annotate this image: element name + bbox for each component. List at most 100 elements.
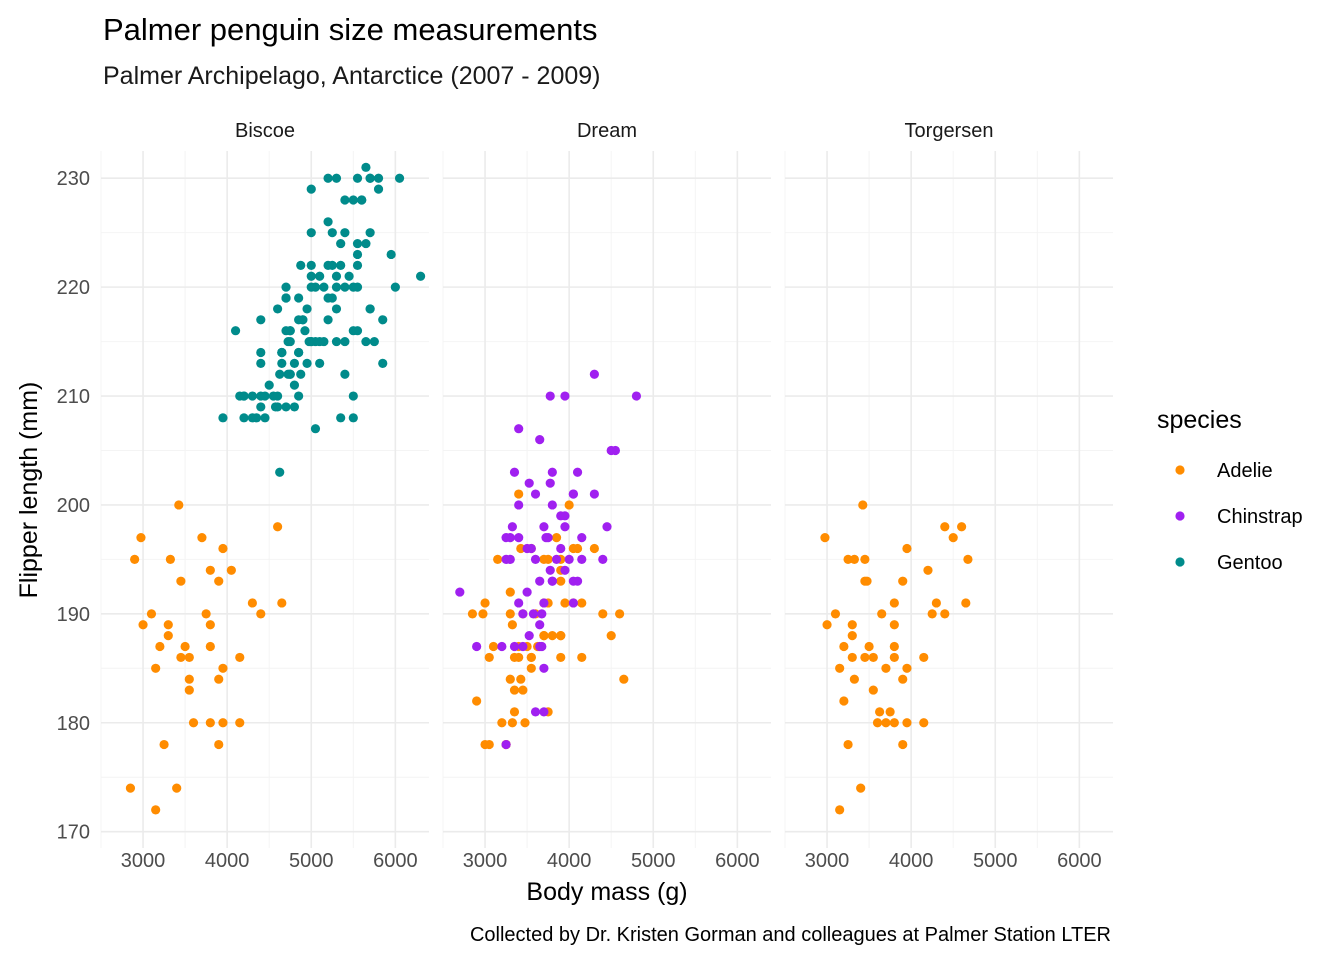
data-point bbox=[509, 707, 520, 717]
data-point bbox=[331, 336, 342, 347]
data-point bbox=[205, 718, 215, 728]
data-point bbox=[606, 445, 616, 456]
chart-caption: Collected by Dr. Kristen Gorman and coll… bbox=[470, 924, 1111, 946]
data-point bbox=[940, 609, 950, 619]
data-point bbox=[537, 641, 547, 652]
data-point bbox=[556, 631, 566, 641]
data-point bbox=[526, 652, 536, 663]
x-axis-title: Body mass (g) bbox=[526, 878, 687, 906]
data-point bbox=[902, 663, 912, 673]
data-point bbox=[352, 249, 363, 260]
data-point bbox=[564, 500, 574, 510]
data-point bbox=[537, 609, 547, 619]
x-tick-label: 6000 bbox=[1057, 850, 1102, 872]
data-point bbox=[373, 173, 384, 183]
data-point bbox=[589, 489, 599, 499]
data-point bbox=[264, 380, 274, 390]
data-point bbox=[138, 620, 148, 630]
data-point bbox=[172, 783, 182, 793]
data-point bbox=[352, 173, 363, 183]
series-chinstrap bbox=[455, 369, 642, 750]
data-point bbox=[501, 739, 511, 750]
data-point bbox=[373, 184, 384, 194]
data-point bbox=[273, 391, 283, 401]
data-point bbox=[847, 631, 857, 641]
data-point bbox=[214, 674, 224, 684]
data-point bbox=[524, 478, 534, 488]
y-tick-label: 170 bbox=[57, 822, 90, 844]
data-point bbox=[484, 652, 494, 663]
data-point bbox=[507, 718, 517, 728]
data-point bbox=[214, 739, 224, 750]
legend-title: species bbox=[1157, 406, 1242, 434]
data-point bbox=[948, 533, 958, 543]
data-point bbox=[860, 554, 870, 564]
data-point bbox=[235, 652, 245, 663]
data-point bbox=[235, 718, 245, 728]
legend-swatch bbox=[1175, 511, 1185, 521]
data-point bbox=[862, 576, 872, 586]
data-point bbox=[348, 413, 358, 423]
data-point bbox=[530, 554, 541, 564]
data-point bbox=[336, 413, 346, 423]
data-point bbox=[155, 641, 165, 652]
data-point bbox=[898, 674, 908, 684]
data-point bbox=[352, 260, 363, 270]
data-point bbox=[507, 620, 517, 630]
data-point bbox=[551, 554, 562, 564]
data-point bbox=[560, 511, 570, 521]
data-point bbox=[849, 674, 859, 684]
data-point bbox=[505, 609, 515, 619]
data-point bbox=[306, 271, 316, 281]
data-point bbox=[302, 304, 312, 314]
x-tick-label: 5000 bbox=[973, 850, 1018, 872]
data-point bbox=[898, 739, 908, 750]
data-point bbox=[875, 707, 885, 717]
data-point bbox=[273, 522, 283, 532]
data-point bbox=[518, 609, 528, 619]
data-point bbox=[509, 641, 520, 652]
data-point bbox=[615, 609, 625, 619]
data-point bbox=[923, 565, 933, 575]
data-point bbox=[230, 326, 241, 336]
facet-strip-label: Torgersen bbox=[905, 120, 994, 142]
data-point bbox=[556, 652, 566, 663]
y-tick-label: 230 bbox=[57, 168, 90, 190]
data-point bbox=[281, 326, 291, 336]
data-point bbox=[386, 249, 396, 260]
data-point bbox=[239, 413, 249, 423]
facet-panel-dream: Dream 3000 4000 5000 6000 bbox=[442, 120, 771, 872]
data-point bbox=[256, 391, 266, 401]
data-point bbox=[902, 718, 912, 728]
data-point bbox=[564, 554, 574, 564]
legend: species Adelie Chinstrap Gentoo bbox=[1157, 406, 1303, 574]
data-point bbox=[539, 598, 549, 608]
data-point bbox=[961, 598, 971, 608]
data-point bbox=[889, 718, 899, 728]
data-point bbox=[357, 195, 367, 205]
data-point bbox=[560, 598, 570, 608]
y-tick-label: 180 bbox=[57, 713, 90, 735]
data-point bbox=[348, 282, 358, 292]
data-point bbox=[493, 554, 503, 564]
data-point bbox=[577, 652, 587, 663]
data-point bbox=[543, 533, 553, 543]
data-point bbox=[283, 336, 293, 347]
data-point bbox=[327, 293, 337, 303]
data-point bbox=[289, 402, 300, 412]
data-point bbox=[868, 685, 878, 695]
data-point bbox=[315, 358, 325, 368]
data-point bbox=[598, 554, 608, 564]
data-point bbox=[528, 609, 539, 619]
x-tick-label: 4000 bbox=[205, 850, 250, 872]
data-point bbox=[514, 424, 524, 434]
data-point bbox=[545, 478, 555, 488]
data-point bbox=[281, 293, 291, 303]
data-point bbox=[501, 533, 511, 543]
data-point bbox=[151, 663, 161, 673]
data-point bbox=[830, 609, 841, 619]
data-point bbox=[467, 609, 478, 619]
x-tick-label: 3000 bbox=[463, 850, 508, 872]
data-point bbox=[205, 641, 215, 652]
